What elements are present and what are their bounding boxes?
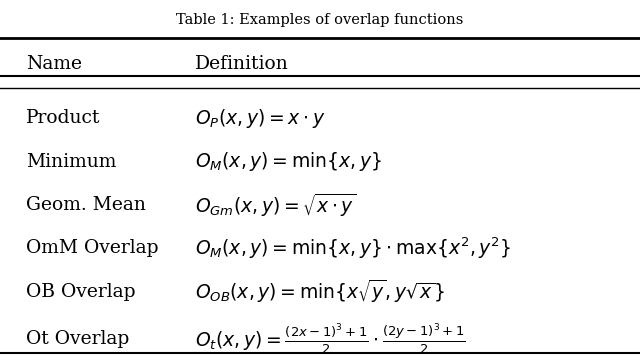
Text: OB Overlap: OB Overlap [26, 283, 135, 301]
Text: $O_{OB}(x,y) = \min\{x\sqrt{y},y\sqrt{x}\}$: $O_{OB}(x,y) = \min\{x\sqrt{y},y\sqrt{x}… [195, 278, 445, 305]
Text: $O_M(x,y) = \min\{x,y\} \cdot \max\{x^2,y^2\}$: $O_M(x,y) = \min\{x,y\} \cdot \max\{x^2,… [195, 236, 511, 261]
Text: $O_{Gm}(x,y) = \sqrt{x \cdot y}$: $O_{Gm}(x,y) = \sqrt{x \cdot y}$ [195, 191, 356, 219]
Text: Geom. Mean: Geom. Mean [26, 196, 145, 214]
Text: $O_M(x,y) = \min\{x,y\}$: $O_M(x,y) = \min\{x,y\}$ [195, 150, 382, 173]
Text: Ot Overlap: Ot Overlap [26, 330, 129, 348]
Text: Table 1: Examples of overlap functions: Table 1: Examples of overlap functions [176, 13, 464, 27]
Text: OmM Overlap: OmM Overlap [26, 239, 158, 257]
Text: $O_t(x,y) = \frac{(2x-1)^3+1}{2} \cdot \frac{(2y-1)^3+1}{2}$: $O_t(x,y) = \frac{(2x-1)^3+1}{2} \cdot \… [195, 321, 466, 356]
Text: $O_P(x,y) = x \cdot y$: $O_P(x,y) = x \cdot y$ [195, 107, 326, 130]
Text: Product: Product [26, 109, 100, 127]
Text: Definition: Definition [195, 55, 289, 73]
Text: Minimum: Minimum [26, 153, 116, 171]
Text: Name: Name [26, 55, 82, 73]
